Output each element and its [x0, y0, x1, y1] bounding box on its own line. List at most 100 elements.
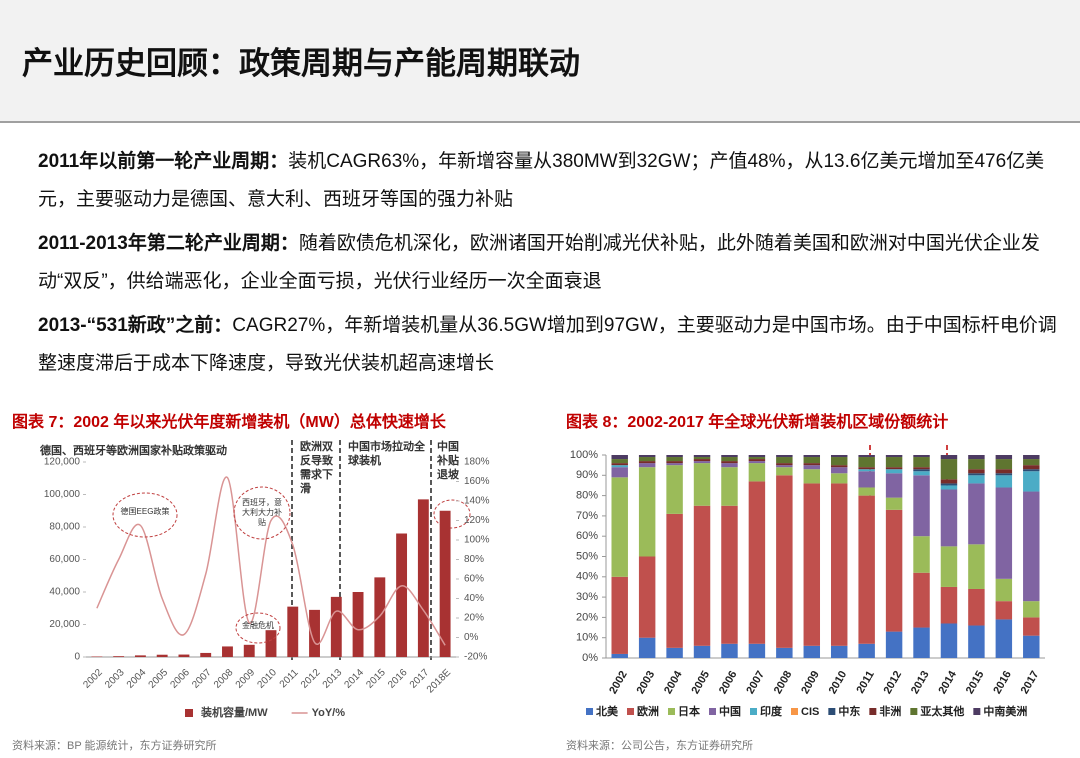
bar-segment: [913, 457, 930, 468]
x-tick-label: 2006: [717, 669, 740, 696]
bar-segment: [913, 469, 930, 472]
bar-segment: [803, 465, 821, 470]
bar-segment: [1023, 465, 1040, 470]
bar-segment: [968, 483, 985, 545]
y2-tick-label: 120%: [464, 515, 490, 526]
bar-segment: [611, 653, 628, 658]
slide-title: 产业历史回顾：政策周期与产能周期联动: [22, 46, 580, 81]
bar-segment: [858, 471, 875, 488]
legend-swatch: [709, 708, 716, 715]
paragraph-lead: 2011-2013年第二轮产业周期：: [38, 233, 299, 254]
bar-segment: [1023, 469, 1040, 472]
highlight: [433, 499, 471, 529]
bar-segment: [940, 489, 958, 547]
line: [96, 476, 446, 646]
bar: [200, 652, 212, 657]
bar-segment: [776, 647, 793, 658]
bar-segment: [748, 457, 766, 460]
chart-source: 资料来源：公司公告，东方证券研究所: [566, 738, 753, 752]
bar-segment: [776, 475, 793, 648]
bar-segment: [940, 546, 958, 587]
bar-segment: [721, 457, 738, 462]
annotation: 欧洲双反导致需求下滑: [300, 441, 333, 495]
legend-label: 欧洲: [637, 704, 659, 718]
legend-swatch: [791, 708, 798, 715]
bar-segment: [830, 465, 848, 468]
bar-segment: [666, 461, 683, 464]
legend-swatch: [668, 708, 675, 715]
bar-segment: [1023, 459, 1040, 466]
paragraph: 2011年以前第一轮产业周期：装机CAGR63%，年新增容量从380MW到32G…: [38, 143, 1058, 219]
bar: [330, 596, 342, 657]
bar-segment: [803, 463, 821, 466]
legend-label: 亚太其他: [920, 704, 964, 718]
bar-segment: [830, 483, 848, 646]
legend-swatch: [185, 709, 193, 717]
bar: [439, 510, 451, 657]
bar-segment: [885, 457, 903, 468]
bar: [309, 609, 320, 657]
annotation: 西班牙，意大利大力补贴: [242, 498, 282, 527]
bar-segment: [858, 643, 875, 658]
bar-segment: [830, 457, 848, 466]
bar-segment: [913, 536, 930, 573]
bar-segment: [721, 455, 738, 458]
bar-segment: [913, 467, 930, 470]
annotation: 德国EEG政策: [120, 507, 170, 516]
bar-segment: [776, 465, 793, 468]
paragraph-text: CAGR27%，年新增装机量从36.5GW增加到97GW，主要驱动力是中国市场。…: [38, 315, 1057, 374]
annotation: 德国、西班牙等欧洲国家补贴政策驱动: [40, 445, 227, 457]
bar-segment: [638, 637, 656, 658]
callout: [112, 492, 178, 538]
bar-segment: [913, 455, 930, 458]
y2-tick-label: 180%: [464, 457, 490, 468]
bar-segment: [803, 483, 821, 646]
y-tick-label: 40%: [576, 571, 598, 583]
legend-label: 北美: [596, 704, 619, 718]
bar-segment: [693, 459, 711, 462]
bar: [243, 644, 255, 657]
y-tick-label: 100,000: [44, 489, 81, 500]
bar-segment: [858, 457, 875, 468]
legend-swatch: [586, 708, 593, 715]
bar: [265, 630, 277, 657]
bar-segment: [885, 497, 903, 510]
bar-segment: [611, 477, 628, 577]
bar-segment: [638, 461, 656, 464]
bar-segment: [995, 487, 1013, 579]
bar-segment: [748, 459, 766, 462]
bar-segment: [885, 631, 903, 658]
bar-segment: [913, 572, 930, 628]
y-tick-label: 50%: [576, 550, 598, 562]
annotation-box: 德国EEG政策: [120, 507, 170, 516]
legend-label: 印度: [760, 704, 783, 718]
x-tick-label: 2003: [635, 669, 658, 696]
bar-segment: [611, 576, 628, 654]
bar-segment: [721, 461, 738, 464]
legend-label: 中东: [838, 704, 860, 718]
bar-segment: [995, 469, 1013, 474]
annotation-box: 中国补贴退坡: [437, 441, 459, 481]
bar-segment: [995, 459, 1013, 470]
legend-swatch: [869, 708, 877, 715]
bar-segment: [858, 467, 875, 470]
bar-segment: [721, 467, 738, 506]
header: 产业历史回顾：政策周期与产能周期联动: [0, 0, 1080, 123]
x-tick-label: 2010: [827, 669, 850, 696]
bar-segment: [995, 601, 1013, 620]
bar-segment: [885, 469, 903, 474]
bar-segment: [968, 475, 985, 484]
y2-tick-label: 20%: [464, 613, 484, 624]
bar: [222, 646, 233, 657]
y2-tick-label: 100%: [464, 535, 490, 546]
annotation: 金融危机: [242, 621, 274, 630]
bar-segment: [666, 457, 683, 462]
bar-segment: [885, 509, 903, 632]
annotation: 中国补贴退坡: [437, 441, 459, 481]
bar-segment: [858, 495, 875, 644]
bar-segment: [748, 455, 766, 458]
bar-segment: [693, 455, 711, 458]
x-tick-label: 2004: [662, 668, 685, 696]
bar: [178, 654, 190, 657]
